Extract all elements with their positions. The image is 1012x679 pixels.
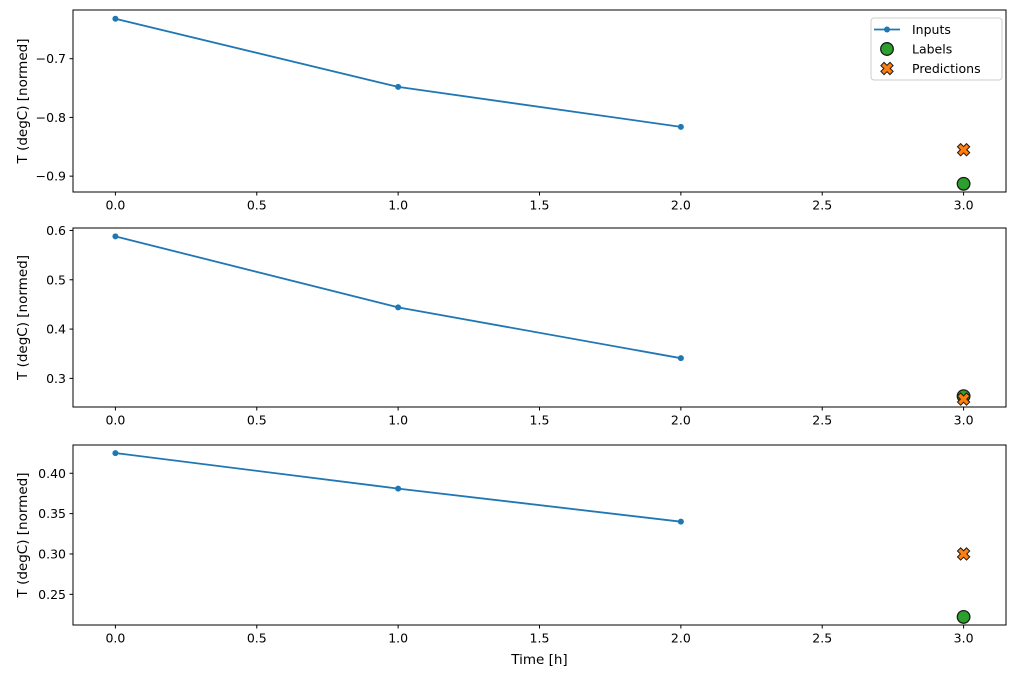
y-tick-label: 0.25 [38,587,66,602]
predictions-marker [956,142,971,157]
x-tick-label: 2.0 [671,198,691,213]
legend-item-inputs: Inputs [874,22,951,37]
legend-item-label: Inputs [912,22,951,37]
x-tick-label: 3.0 [954,198,974,213]
x-tick-label: 0.0 [105,631,125,646]
y-tick-label: 0.5 [46,272,66,287]
legend-item-label: Labels [912,42,952,57]
predictions-marker [956,547,971,561]
legend-item-labels: Labels [880,42,952,57]
y-axis-label: T (degC) [normed] [15,473,31,599]
subplot-3: 0.0 0.5 1.0 1.5 2.0 2.5 3.0 0.25 0.30 0.35 0.40 T (… [15,444,1007,668]
inputs-marker [112,450,119,457]
x-tick-label: 0.5 [247,198,267,213]
inputs-marker [677,123,684,130]
y-axis-label: T (degC) [normed] [15,39,31,165]
y-tick-label: −0.7 [36,51,66,66]
inputs-marker [677,355,684,362]
y-tick-label: 0.40 [38,466,66,481]
inputs-marker [112,233,119,240]
y-tick-label: 0.35 [38,506,66,521]
labels-marker [956,609,971,624]
x-tick-label: 2.5 [812,413,832,428]
subplot-2: 0.0 0.5 1.0 1.5 2.0 2.5 3.0 0.3 0.4 0.5 0.6 T (degC… [15,223,1007,428]
x-tick-label: 1.5 [530,413,550,428]
x-tick-label: 2.5 [812,631,832,646]
subplot-3-plot-area [72,444,1007,626]
x-tick-label: 2.0 [671,413,691,428]
x-axis-label: Time [h] [510,652,567,668]
inputs-marker [395,304,402,311]
inputs-marker [395,485,402,492]
x-tick-label: 3.0 [954,413,974,428]
x-tick-label: 0.0 [105,413,125,428]
inputs-marker [395,83,402,90]
x-tick-label: 0.5 [247,413,267,428]
x-tick-label: 0.5 [247,631,267,646]
subplot-2-plot-area [72,227,1007,408]
inputs-marker [677,518,684,525]
legend: Inputs Labels Predictions [870,17,1003,81]
x-tick-label: 3.0 [954,631,974,646]
legend-dot-sample [884,26,890,33]
legend-item-label: Predictions [912,61,981,76]
x-tick-label: 1.0 [388,631,408,646]
x-tick-label: 1.5 [530,198,550,213]
y-tick-label: 0.3 [46,371,66,386]
y-tick-label: 0.30 [38,546,66,561]
y-tick-label: −0.9 [36,169,66,184]
predictions-marker [956,392,971,406]
x-tick-label: 0.0 [105,198,125,213]
x-tick-label: 1.0 [388,413,408,428]
y-tick-label: 0.6 [46,223,66,238]
y-tick-label: 0.4 [46,322,66,337]
x-tick-label: 1.0 [388,198,408,213]
x-tick-label: 2.0 [671,631,691,646]
legend-item-predictions: Predictions [880,61,981,76]
legend-box [870,17,1003,81]
subplot-1-plot-area [72,9,1007,193]
y-axis-label: T (degC) [normed] [15,255,31,381]
labels-marker [956,176,971,191]
inputs-marker [112,15,119,22]
legend-x-sample [880,61,894,76]
legend-circle-sample [880,42,894,56]
y-tick-label: −0.8 [36,110,66,125]
x-tick-label: 2.5 [812,198,832,213]
subplot-1: 0.0 0.5 1.0 1.5 2.0 2.5 3.0 −0.9 −0.8 −0.7 T (degC… [15,9,1007,213]
x-tick-label: 1.5 [530,631,550,646]
